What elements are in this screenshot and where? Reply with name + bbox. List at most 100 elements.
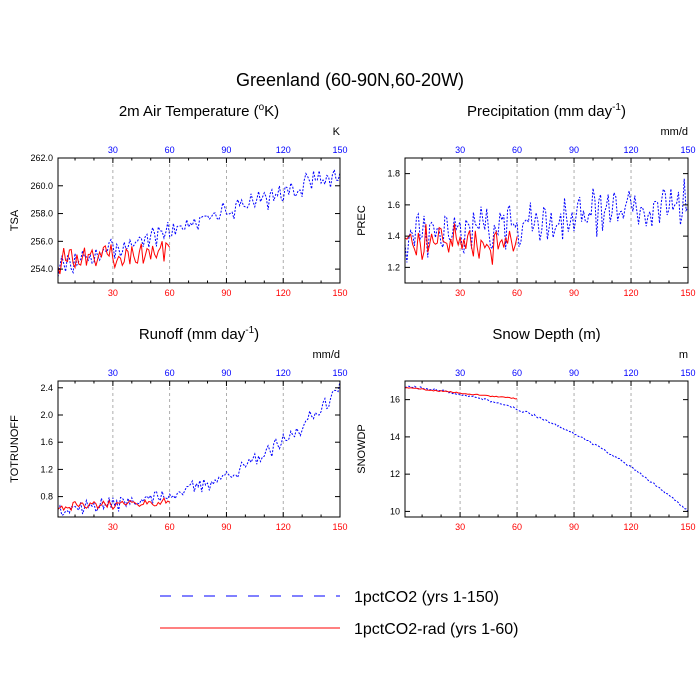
y-tick-label: 2.4: [40, 383, 53, 393]
panel-title-sup: -1: [612, 102, 621, 113]
panel-title-end: K): [264, 103, 279, 120]
series-line-1pctco2-rad: [404, 223, 518, 265]
panel-title-end: ): [254, 326, 259, 343]
chart-panel-3: Runoff (mm day-1) mm/d 30 30 60 60 90 90 120 120 1…: [9, 325, 348, 532]
legend-label-1: 1pctCO2 (yrs 1-150): [354, 589, 499, 606]
panel-title-main: Snow Depth (m): [492, 326, 600, 343]
x-tick-label-top: 60: [512, 368, 522, 378]
x-tick-label-bottom: 150: [332, 288, 347, 298]
x-tick-label-top: 30: [108, 368, 118, 378]
plot-frame: [404, 380, 689, 518]
x-tick-label-bottom: 90: [569, 288, 579, 298]
y-tick-label: 1.6: [40, 437, 53, 447]
x-tick-label-bottom: 120: [276, 288, 291, 298]
chart-panel-1: 2m Air Temperature (oK) K 30 30 60 60 90 90 120 1…: [9, 102, 348, 298]
y-axis-label: TSA: [9, 209, 21, 231]
x-tick-label-bottom: 90: [221, 288, 231, 298]
y-tick-label: 0.8: [40, 492, 53, 502]
y-tick-label: 262.0: [30, 153, 53, 163]
y-tick-label: 16: [390, 395, 400, 405]
x-tick-label-top: 30: [455, 368, 465, 378]
panel-title-main: 2m Air Temperature (: [119, 103, 259, 120]
x-tick-label-bottom: 90: [569, 522, 579, 532]
x-tick-label-top: 90: [221, 368, 231, 378]
x-tick-label-bottom: 60: [165, 522, 175, 532]
x-tick-label-bottom: 120: [276, 522, 291, 532]
x-tick-label-bottom: 30: [455, 288, 465, 298]
y-tick-label: 256.0: [30, 236, 53, 246]
x-tick-label-bottom: 150: [332, 522, 347, 532]
y-tick-label: 254.0: [30, 264, 53, 274]
series-line-1pctco2: [404, 178, 689, 263]
x-tick-label-bottom: 60: [165, 288, 175, 298]
series-line-1pctco2-rad: [57, 241, 171, 275]
series-line-1pctco2: [57, 380, 341, 516]
chart-panel-2: Precipitation (mm day-1) mm/d 30 30 60 60 90 90…: [356, 102, 696, 298]
y-tick-label: 12: [390, 469, 400, 479]
units-label: m: [679, 349, 688, 361]
plot-frame: [404, 157, 689, 284]
x-tick-label-top: 120: [276, 145, 291, 155]
y-tick-label: 1.4: [387, 231, 400, 241]
panel-title-end: ): [621, 103, 626, 120]
x-tick-label-bottom: 120: [624, 288, 639, 298]
x-tick-label-top: 90: [221, 145, 231, 155]
x-tick-label-top: 90: [569, 145, 579, 155]
y-axis-label: SNOWDP: [356, 424, 368, 474]
units-label: mm/d: [313, 349, 341, 361]
x-tick-label-top: 150: [680, 145, 695, 155]
plot-frame: [57, 380, 341, 518]
x-tick-label-bottom: 30: [455, 522, 465, 532]
y-axis-label: PREC: [356, 205, 368, 236]
series-line-1pctco2: [57, 167, 341, 277]
x-tick-label-bottom: 90: [221, 522, 231, 532]
chart-panel-4: Snow Depth (m) m 30 30 60 60 90 90 120 120 150 150 1…: [356, 326, 696, 532]
x-tick-label-top: 120: [624, 368, 639, 378]
panel-title-main: Precipitation (mm day: [467, 103, 613, 120]
y-tick-label: 10: [390, 506, 400, 516]
x-tick-label-top: 120: [276, 368, 291, 378]
x-tick-label-top: 150: [680, 368, 695, 378]
y-tick-label: 260.0: [30, 181, 53, 191]
x-tick-label-bottom: 60: [512, 522, 522, 532]
x-tick-label-top: 150: [332, 368, 347, 378]
y-tick-label: 1.2: [387, 262, 400, 272]
y-tick-label: 2.0: [40, 410, 53, 420]
x-tick-label-top: 60: [165, 368, 175, 378]
panel-title-main: Runoff (mm day: [139, 326, 246, 343]
x-tick-label-bottom: 120: [624, 522, 639, 532]
x-tick-label-bottom: 60: [512, 288, 522, 298]
x-tick-label-top: 60: [165, 145, 175, 155]
panel-title-sup: -1: [245, 325, 254, 336]
panel-title: 2m Air Temperature (oK): [119, 102, 279, 120]
panel-title-sup: o: [259, 102, 265, 113]
x-tick-label-top: 150: [332, 145, 347, 155]
units-label: mm/d: [661, 126, 689, 138]
y-axis-label: TOTRUNOFF: [9, 415, 21, 483]
y-tick-label: 1.2: [40, 464, 53, 474]
x-tick-label-bottom: 150: [680, 522, 695, 532]
x-tick-label-top: 30: [108, 145, 118, 155]
plot-frame: [57, 157, 341, 284]
y-tick-label: 14: [390, 432, 400, 442]
panel-title: Runoff (mm day-1): [139, 325, 259, 343]
x-tick-label-top: 120: [624, 145, 639, 155]
y-tick-label: 1.8: [387, 169, 400, 179]
x-tick-label-top: 60: [512, 145, 522, 155]
units-label: K: [333, 126, 341, 138]
x-tick-label-bottom: 30: [108, 288, 118, 298]
panels-group: 2m Air Temperature (oK) K 30 30 60 60 90 90 120 1…: [9, 102, 696, 532]
series-line-1pctco2-rad: [404, 387, 518, 400]
series-line-1pctco2: [405, 385, 689, 513]
legend: 1pctCO2 (yrs 1-150) 1pctCO2-rad (yrs 1-60…: [160, 589, 519, 638]
y-tick-label: 258.0: [30, 209, 53, 219]
x-tick-label-bottom: 150: [680, 288, 695, 298]
figure-title: Greenland (60-90N,60-20W): [236, 70, 464, 90]
panel-title: Snow Depth (m): [492, 326, 600, 343]
x-tick-label-top: 30: [455, 145, 465, 155]
panel-title: Precipitation (mm day-1): [467, 102, 626, 120]
x-tick-label-top: 90: [569, 368, 579, 378]
x-tick-label-bottom: 30: [108, 522, 118, 532]
legend-label-2: 1pctCO2-rad (yrs 1-60): [354, 621, 519, 638]
